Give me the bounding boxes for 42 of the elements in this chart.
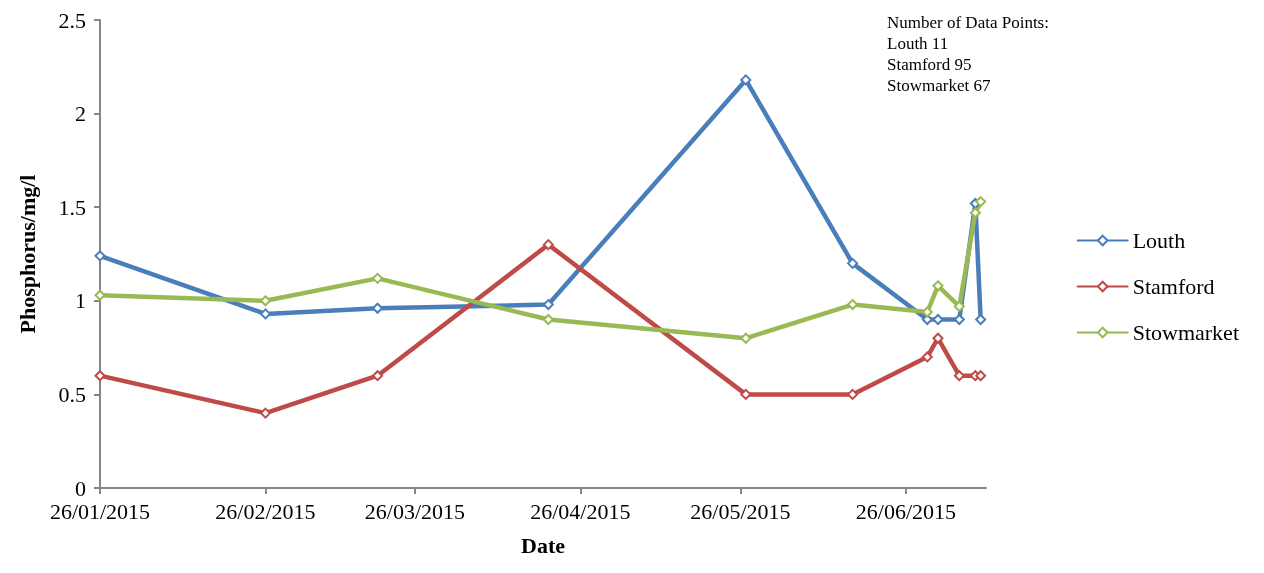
- point: [372, 370, 384, 382]
- x-tick-label: 26/02/2015: [215, 498, 316, 524]
- y-tick-label: 1: [75, 288, 86, 314]
- point: [740, 332, 752, 344]
- annotation: Stowmarket 67: [887, 76, 991, 95]
- point: [975, 314, 987, 326]
- point: [740, 74, 752, 86]
- annotation: Number of Data Points:: [887, 13, 1049, 32]
- y-tick-label: 2.5: [58, 7, 86, 33]
- legend-label: Louth: [1132, 228, 1186, 253]
- point: [969, 207, 981, 219]
- point: [975, 370, 987, 382]
- point: [932, 280, 944, 292]
- y-tick-label: 0: [75, 475, 86, 501]
- point: [932, 332, 944, 344]
- point: [975, 196, 987, 208]
- point: [542, 239, 554, 251]
- point: [542, 314, 554, 326]
- x-tick-label: 26/01/2015: [49, 498, 151, 524]
- point: [259, 407, 271, 419]
- y-axis-title: Phosphorus/mg/l: [14, 174, 40, 334]
- annotation: Stamford 95: [887, 55, 972, 74]
- legend-label: Stamford: [1132, 274, 1215, 299]
- x-tick-label: 26/05/2015: [690, 498, 791, 524]
- point: [259, 308, 271, 320]
- point: [94, 370, 106, 382]
- y-tick-label: 2: [75, 101, 86, 127]
- legend-label: Stowmarket: [1132, 320, 1240, 345]
- x-axis-title: Date: [521, 532, 566, 558]
- x-tick-label: 26/04/2015: [530, 498, 631, 524]
- point: [847, 388, 859, 400]
- annotation: Louth 11: [887, 34, 949, 53]
- y-tick-label: 0.5: [58, 381, 86, 407]
- x-tick-label: 26/06/2015: [855, 498, 957, 524]
- y-tick-label: 1.5: [58, 194, 86, 220]
- point: [94, 250, 106, 262]
- point: [847, 257, 859, 269]
- point: [94, 289, 106, 301]
- x-tick-label: 26/03/2015: [364, 498, 466, 524]
- point: [921, 351, 933, 363]
- point: [372, 272, 384, 284]
- point: [953, 370, 965, 382]
